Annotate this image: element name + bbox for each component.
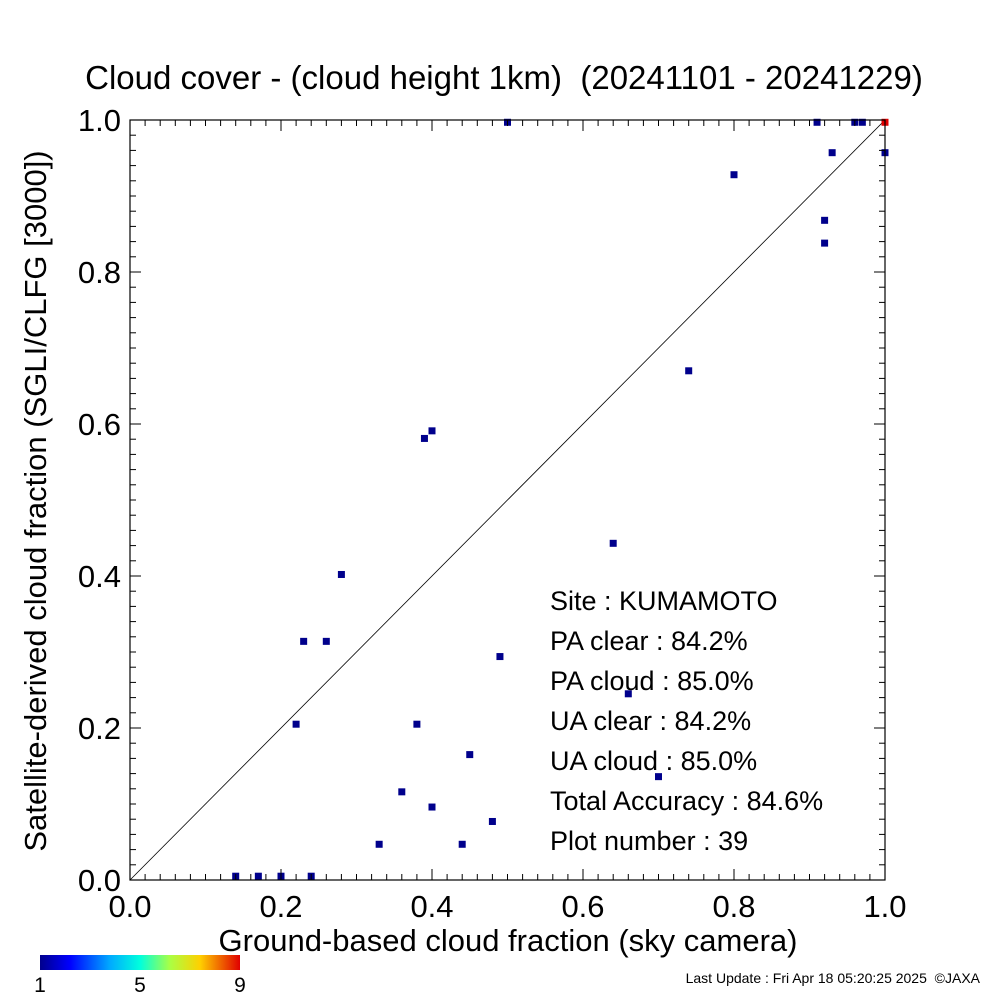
x-tick-label: 0.6 — [561, 889, 604, 924]
x-tick-label: 0.4 — [410, 889, 453, 924]
data-point — [254, 872, 262, 880]
data-point — [624, 690, 632, 698]
data-point — [375, 840, 383, 848]
x-axis-title: Ground-based cloud fraction (sky camera) — [219, 923, 798, 958]
data-point — [292, 720, 300, 728]
data-point — [828, 149, 836, 157]
stat-line: PA cloud : 85.0% — [550, 666, 754, 696]
stat-line: Site : KUMAMOTO — [550, 586, 778, 616]
data-point — [420, 434, 428, 442]
x-tick-label: 0.2 — [259, 889, 302, 924]
stat-line: UA cloud : 85.0% — [550, 746, 757, 776]
y-tick-label: 0.0 — [78, 863, 121, 898]
data-point — [609, 539, 617, 547]
data-point — [813, 118, 821, 126]
color-scale-label: 1 — [34, 974, 46, 997]
color-scale-label: 5 — [134, 974, 146, 997]
data-point — [428, 803, 436, 811]
statistics-panel: Site : KUMAMOTO PA clear : 84.2% PA cloud … — [550, 586, 823, 856]
data-point — [496, 653, 504, 661]
data-point — [858, 118, 866, 126]
reference-line-1to1 — [129, 119, 886, 881]
data-point — [458, 840, 466, 848]
color-scale-bar: 1 5 9 — [34, 955, 246, 997]
y-tick-label: 0.2 — [78, 711, 121, 746]
chart-title: Cloud cover - (cloud height 1km) (202411… — [85, 59, 923, 96]
y-tick-label: 0.8 — [78, 255, 121, 290]
y-tick-label: 0.4 — [78, 559, 121, 594]
data-point — [821, 216, 829, 224]
color-scale-label: 9 — [234, 974, 246, 997]
x-tick-label: 1.0 — [863, 889, 906, 924]
x-tick-label: 0.0 — [108, 889, 151, 924]
data-point — [730, 171, 738, 179]
y-axis-title: Satellite-derived cloud fraction (SGLI/C… — [18, 150, 53, 851]
last-update-footer: Last Update : Fri Apr 18 05:20:25 2025 ©… — [686, 970, 981, 986]
stat-line: Total Accuracy : 84.6% — [550, 786, 823, 816]
data-point — [655, 773, 662, 781]
stat-line: UA clear : 84.2% — [550, 706, 751, 736]
y-tick-label: 1.0 — [78, 103, 121, 138]
data-point — [685, 367, 693, 375]
y-tick-label: 0.6 — [78, 407, 121, 442]
data-point — [337, 570, 345, 578]
stat-line: PA clear : 84.2% — [550, 626, 748, 656]
data-point — [413, 720, 421, 728]
color-scale-gradient — [40, 955, 240, 970]
x-tick-label: 0.8 — [712, 889, 755, 924]
data-point — [428, 427, 436, 435]
data-point — [322, 637, 330, 645]
data-point — [466, 751, 474, 759]
plot-area: 0.0 0.2 0.4 0.6 0.8 1.0 0.0 0.2 0.4 0.6 0.8 1.0 — [78, 103, 907, 924]
data-point — [398, 788, 406, 796]
data-point — [300, 637, 308, 645]
stat-line: Plot number : 39 — [550, 826, 748, 856]
data-point — [821, 239, 829, 247]
data-point — [488, 817, 496, 825]
